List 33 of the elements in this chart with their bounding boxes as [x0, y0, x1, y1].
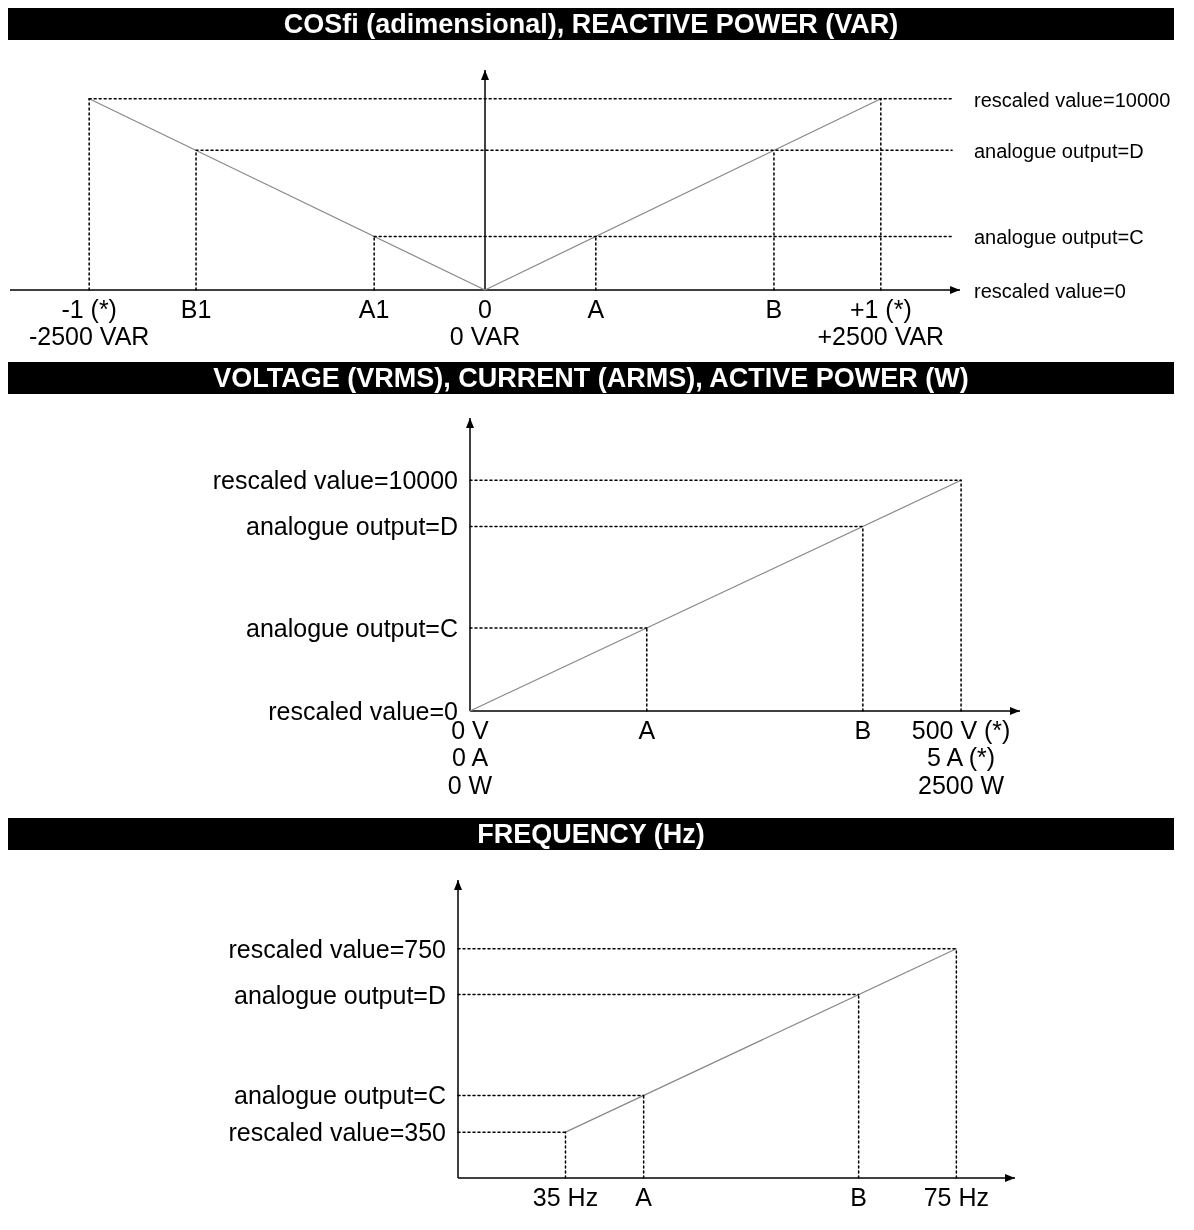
x-tick-label: +1 (*)	[849, 295, 912, 323]
y2-tick-label: analogue output=C	[974, 226, 1144, 249]
y2-tick-label: rescaled value=10000	[974, 88, 1171, 111]
x-tick-label: A1	[358, 295, 390, 323]
chart-title: COSfi (adimensional), REACTIVE POWER (VAR)	[283, 9, 899, 39]
x-tick-label: B	[854, 716, 872, 744]
y-tick-label: analogue output=D	[246, 512, 458, 541]
text: +2500 VAR	[817, 322, 945, 350]
text: 5 A (*) 2500 W	[917, 743, 1005, 799]
x-tick-label: 35 Hz	[532, 1183, 599, 1211]
x-tick-label: B	[765, 295, 783, 323]
x-tick-label: A	[638, 716, 656, 744]
x-tick-label: A	[635, 1183, 653, 1211]
text: 0 VAR	[449, 322, 521, 350]
y-tick-label: rescaled value=350	[228, 1118, 446, 1147]
y2-tick-label: rescaled value=0	[974, 280, 1126, 302]
y-tick-label: rescaled value=10000	[212, 466, 458, 495]
y-tick-label: analogue output=D	[234, 980, 446, 1009]
x-tick-label: 500 V (*)	[911, 716, 1011, 744]
x-tick-label: 75 Hz	[923, 1183, 990, 1211]
text: -2500 VAR	[28, 322, 150, 350]
chart-title: FREQUENCY (Hz)	[477, 819, 705, 849]
y2-tick-label: analogue output=D	[974, 140, 1144, 163]
y-tick-label: analogue output=C	[246, 613, 458, 642]
x-tick-label: B1	[180, 295, 212, 323]
x-tick-label: B	[850, 1183, 867, 1211]
text: 0 A 0 W	[447, 743, 493, 799]
x-tick-label: A	[587, 295, 605, 323]
y-tick-label: analogue output=C	[234, 1081, 446, 1110]
y-tick-label: rescaled value=750	[228, 934, 446, 963]
x-tick-label: -1 (*)	[61, 295, 117, 323]
chart-title: VOLTAGE (VRMS), CURRENT (ARMS), ACTIVE POWER (W)	[213, 363, 969, 393]
x-tick-label: 0	[478, 295, 492, 323]
